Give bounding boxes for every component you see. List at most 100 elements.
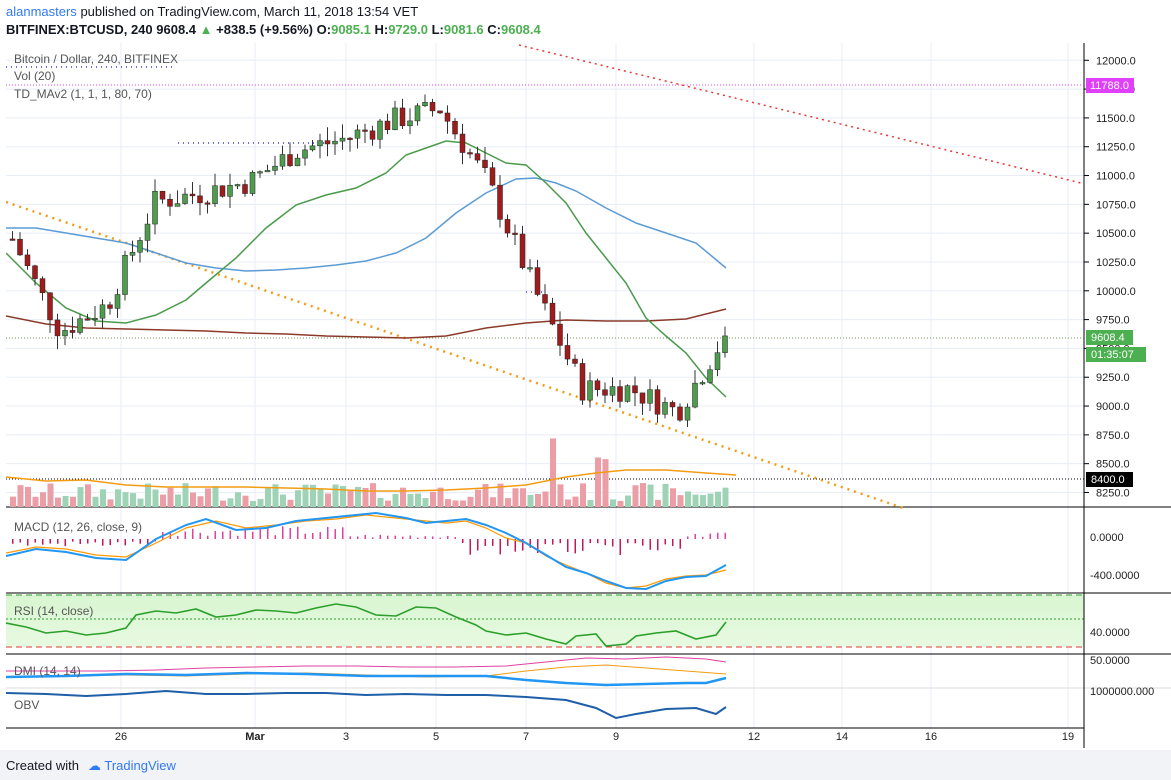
adx-line [6, 671, 727, 687]
macd-hist-bar [507, 539, 509, 546]
candle-body [639, 392, 646, 404]
time-tick-label: 5 [433, 731, 439, 743]
dmi-tick-50: 50.0000 [1090, 655, 1130, 667]
macd-hist-bar [117, 539, 119, 543]
candle-body [699, 382, 706, 385]
macd-hist-bar [147, 539, 149, 546]
candle-body [437, 110, 443, 114]
volume-bar [400, 487, 406, 507]
orange-trendline [6, 200, 907, 511]
magenta-level-text: 11788.0 [1090, 80, 1129, 92]
macd-hist-bar [364, 534, 366, 539]
macd-hist-bar [199, 532, 201, 539]
time-tick-label: 12 [748, 731, 760, 743]
candle-body [497, 184, 503, 220]
macd-hist-bar [522, 539, 524, 551]
macd-hist-bar [417, 537, 419, 539]
macd-hist-bar [342, 527, 344, 539]
macd-hist-bar [229, 530, 231, 539]
price-axis[interactable]: 12000.011750.011500.011250.011000.010750… [1084, 55, 1136, 499]
macd-hist-bar [12, 539, 14, 544]
macd-hist-bar [72, 539, 74, 542]
macd-hist-bar [252, 531, 254, 539]
candle-body [279, 154, 286, 167]
candle-body [197, 195, 203, 204]
ma-brown-line [6, 308, 727, 339]
candle-body [317, 140, 323, 147]
volume-bar [505, 498, 511, 507]
published-text: published on TradingView.com, March 11, … [80, 4, 419, 19]
macd-hist-bar [94, 539, 96, 543]
candle-body [152, 190, 158, 225]
macd-legend: MACD (12, 26, close, 9) [14, 520, 142, 534]
candle-body [212, 185, 218, 204]
dmi-plus-line [6, 656, 727, 672]
tradingview-logo-icon[interactable]: ☁ TradingView [88, 758, 176, 773]
candle-body [84, 318, 91, 321]
publisher-line: alanmasters published on TradingView.com… [6, 4, 418, 19]
volume-bar [257, 499, 264, 507]
macd-hist-bar [439, 537, 441, 539]
volume-bar [662, 483, 669, 507]
volume-bar [137, 498, 144, 507]
macd-hist-bar [642, 539, 644, 546]
volume-bar [70, 496, 76, 507]
macd-hist-bar [619, 539, 621, 555]
volume-bar [205, 488, 211, 507]
candle-body [444, 112, 451, 122]
price-tick-label: 11000.0 [1096, 171, 1135, 183]
macd-hist-bar [424, 536, 426, 539]
obv-legend: OBV [14, 698, 39, 712]
macd-hist-bar [334, 529, 336, 539]
author-name[interactable]: alanmasters [6, 4, 77, 19]
volume-bar [17, 485, 24, 507]
macd-hist-bar [454, 537, 456, 539]
macd-hist-bar [724, 532, 726, 539]
volume-bar [25, 486, 31, 507]
volume-bar [655, 499, 661, 507]
candle-body [272, 165, 278, 171]
countdown-badge [1086, 347, 1146, 362]
volume-bar [295, 490, 301, 507]
candle-body [504, 219, 511, 234]
macd-hist-bar [687, 536, 689, 539]
volume-bar [340, 486, 346, 507]
macd-hist-bar [177, 535, 179, 539]
chart-canvas[interactable]: Bitcoin / Dollar, 240, BITFINEX Vol (20)… [6, 43, 1171, 750]
volume-bar [227, 498, 234, 507]
macd-hist-bar [244, 528, 246, 539]
candle-body [354, 129, 361, 139]
time-axis[interactable]: 26 Mar 3 5 7 9 12 14 16 19 [115, 731, 1074, 743]
macd-hist-bar [327, 526, 329, 539]
macd-hist-bar [372, 537, 374, 539]
last-price-text: 9608.4 [1091, 332, 1125, 344]
macd-hist-bar [402, 536, 404, 539]
volume-bar [212, 486, 219, 507]
candle-body [489, 167, 496, 186]
volume-bar [145, 483, 151, 507]
macd-hist-bar [282, 526, 284, 539]
macd-tick-neg400: -400.0000 [1090, 570, 1140, 582]
tradingview-brand-text[interactable]: TradingView [104, 758, 176, 773]
candle-body [429, 102, 436, 112]
volume-bar [490, 497, 496, 507]
volume-bar [55, 497, 61, 507]
candle-body [347, 137, 353, 140]
macd-hist-bar [559, 539, 561, 544]
candle-body [167, 198, 173, 207]
candle-body [617, 386, 623, 402]
volume-bar [130, 493, 136, 507]
macd-hist-bar [349, 536, 351, 539]
candle-body [662, 402, 668, 415]
volume-bars [10, 438, 729, 507]
volume-bar [332, 484, 339, 507]
open-label: O: [316, 22, 332, 37]
volume-bar [617, 500, 624, 507]
volume-bar [115, 489, 121, 507]
price-tick-label: 11250.0 [1096, 142, 1135, 154]
candle-body [227, 184, 233, 197]
volume-bar [85, 484, 91, 507]
macd-hist-bar [139, 539, 141, 544]
volume-bar [325, 493, 331, 507]
candle-body [564, 345, 571, 360]
